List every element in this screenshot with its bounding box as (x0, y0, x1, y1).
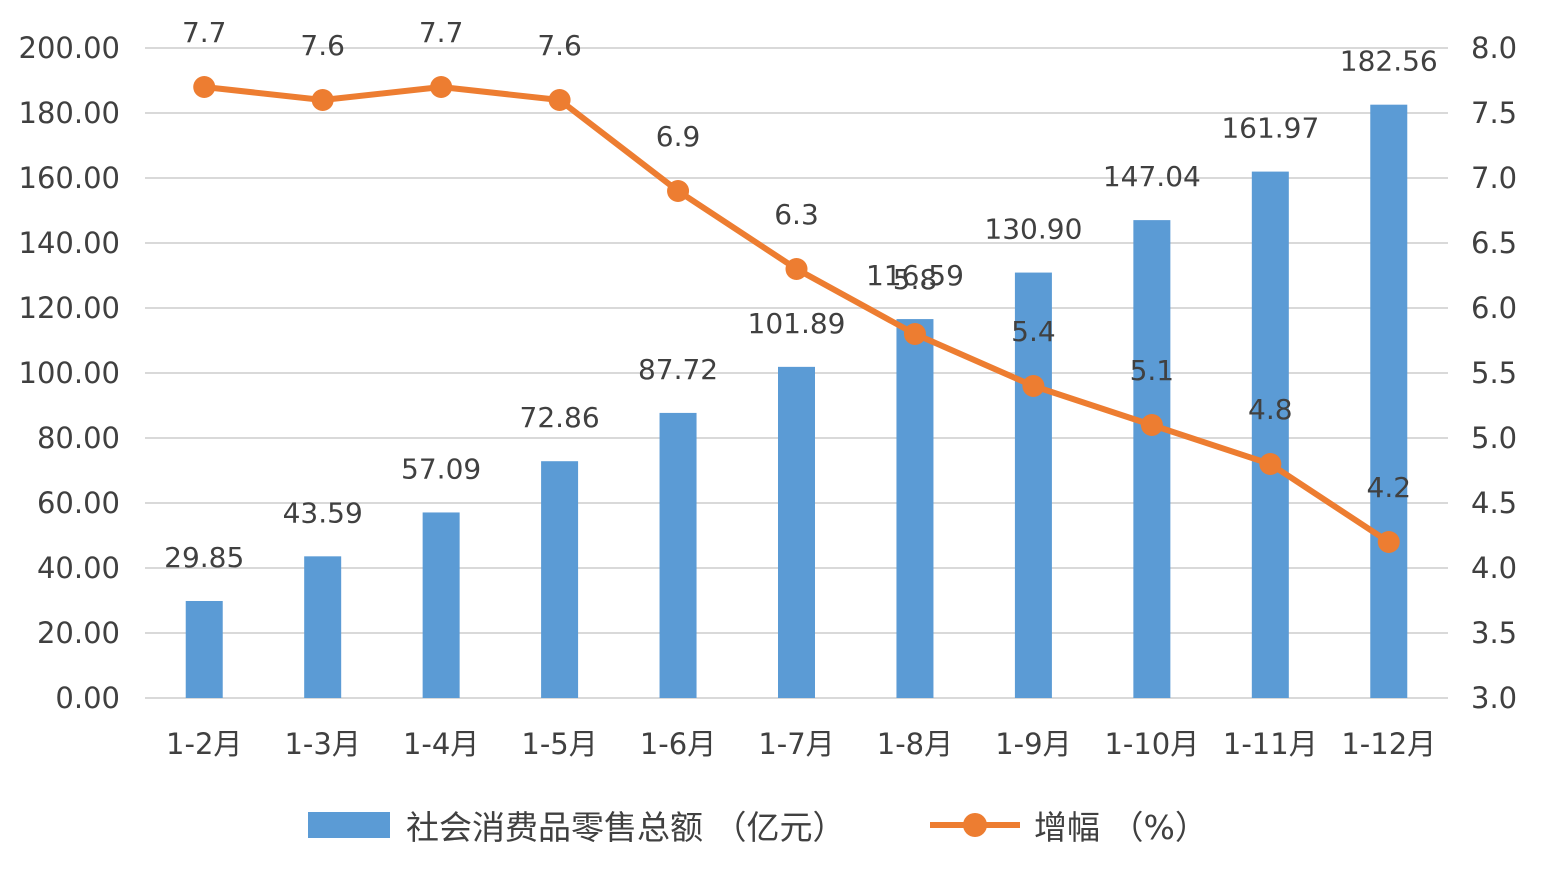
bar-value-label: 87.72 (638, 353, 718, 386)
left-tick-label: 40.00 (37, 551, 120, 585)
line-value-label: 5.1 (1130, 354, 1175, 387)
bar-value-label: 147.04 (1103, 160, 1201, 193)
x-tick-label: 1-10月 (1104, 727, 1199, 761)
line-value-label: 7.6 (300, 29, 345, 62)
x-tick-label: 1-9月 (995, 727, 1071, 761)
bar (896, 319, 934, 698)
right-tick-label: 3.5 (1471, 616, 1517, 650)
line-point (548, 89, 571, 111)
line-value-label: 6.9 (656, 120, 701, 153)
legend-swatch-line (930, 812, 1020, 838)
bar (1251, 171, 1289, 698)
line-point (430, 76, 453, 98)
left-tick-label: 160.00 (19, 161, 120, 195)
bar-value-label: 182.56 (1340, 45, 1438, 78)
legend: 社会消费品零售总额 （亿元） 增幅 （%） (0, 795, 1542, 855)
right-axis-ticks: 3.0 3.5 4.0 4.5 5.0 5.5 6.0 6.5 7.0 7.5 8.0 (1471, 31, 1517, 715)
line-point (903, 323, 926, 345)
right-tick-label: 4.5 (1471, 486, 1517, 520)
line-point (667, 180, 690, 202)
line-value-label: 5.4 (1011, 315, 1056, 348)
line-data-labels: 7.7 7.6 7.7 7.6 6.9 6.3 5.8 5.4 5.1 4.8 4.2 (182, 16, 1411, 504)
legend-item-retail-sales: 社会消费品零售总额 （亿元） (308, 795, 846, 855)
bar-data-labels: 29.85 43.59 57.09 72.86 87.72 101.89 116.59 130… (164, 45, 1438, 574)
line-value-label: 6.3 (774, 198, 819, 231)
bar-value-label: 130.90 (984, 213, 1082, 246)
left-tick-label: 0.00 (55, 681, 120, 715)
bar-series (185, 104, 1408, 699)
right-tick-label: 8.0 (1471, 31, 1517, 65)
right-tick-label: 6.0 (1471, 291, 1517, 325)
x-tick-label: 1-6月 (640, 727, 716, 761)
left-tick-label: 180.00 (19, 96, 120, 130)
bar-value-label: 29.85 (164, 541, 244, 574)
bar (659, 412, 697, 698)
line-point (1259, 453, 1282, 475)
line-value-label: 7.7 (182, 16, 227, 49)
left-tick-label: 60.00 (37, 486, 120, 520)
bar (185, 600, 223, 698)
right-tick-label: 4.0 (1471, 551, 1517, 585)
line-point (193, 76, 216, 98)
line-value-label: 4.8 (1248, 393, 1293, 426)
legend-label-retail-sales: 社会消费品零售总额 （亿元） (406, 808, 846, 847)
right-tick-label: 6.5 (1471, 226, 1517, 260)
x-tick-label: 1-5月 (521, 727, 597, 761)
line-value-label: 7.7 (419, 16, 464, 49)
x-tick-label: 1-3月 (284, 727, 360, 761)
left-tick-label: 200.00 (19, 31, 120, 65)
bar (304, 556, 342, 698)
right-tick-label: 5.5 (1471, 356, 1517, 390)
bar-value-label: 161.97 (1221, 112, 1319, 145)
line-value-label: 4.2 (1367, 471, 1412, 504)
bar-value-label: 116.59 (866, 259, 964, 292)
legend-label-growth: 增幅 （%） (1034, 808, 1208, 847)
line-point (1022, 375, 1045, 397)
bar (778, 366, 815, 698)
legend-item-growth: 增幅 （%） (930, 795, 1208, 855)
x-tick-label: 1-7月 (758, 727, 834, 761)
bar (1014, 272, 1052, 698)
bar-value-label: 72.86 (520, 401, 600, 434)
combo-chart: 0.00 20.00 40.00 60.00 80.00 100.00 120.00 140.… (19, 16, 1518, 761)
left-axis-ticks: 0.00 20.00 40.00 60.00 80.00 100.00 120.00 140.… (19, 31, 120, 715)
line-series (193, 76, 1400, 553)
bar-value-label: 57.09 (401, 452, 481, 485)
line-point (1140, 414, 1163, 436)
left-tick-label: 100.00 (19, 356, 120, 390)
bar (1133, 220, 1171, 698)
line-value-label: 5.8 (893, 263, 938, 296)
x-tick-label: 1-11月 (1223, 727, 1318, 761)
right-tick-label: 7.5 (1471, 96, 1517, 130)
bar-value-label: 101.89 (748, 307, 846, 340)
bar-value-label: 43.59 (283, 496, 363, 529)
left-tick-label: 120.00 (19, 291, 120, 325)
bar (1370, 104, 1408, 699)
left-tick-label: 80.00 (37, 421, 120, 455)
right-tick-label: 7.0 (1471, 161, 1517, 195)
legend-swatch-bar (308, 812, 390, 838)
left-tick-label: 140.00 (19, 226, 120, 260)
line-value-label: 7.6 (537, 29, 582, 62)
right-tick-label: 3.0 (1471, 681, 1517, 715)
line-point (1377, 531, 1400, 553)
x-axis-ticks: 1-2月 1-3月 1-4月 1-5月 1-6月 1-7月 1-8月 1-9月 1-10月 1-1… (166, 727, 1436, 761)
x-tick-label: 1-8月 (877, 727, 953, 761)
x-tick-label: 1-12月 (1341, 727, 1436, 761)
right-tick-label: 5.0 (1471, 421, 1517, 455)
line-point (311, 89, 334, 111)
left-tick-label: 20.00 (37, 616, 120, 650)
x-tick-label: 1-4月 (403, 727, 479, 761)
bar (422, 512, 460, 698)
line-point (785, 258, 808, 280)
bar (541, 461, 579, 698)
x-tick-label: 1-2月 (166, 727, 242, 761)
